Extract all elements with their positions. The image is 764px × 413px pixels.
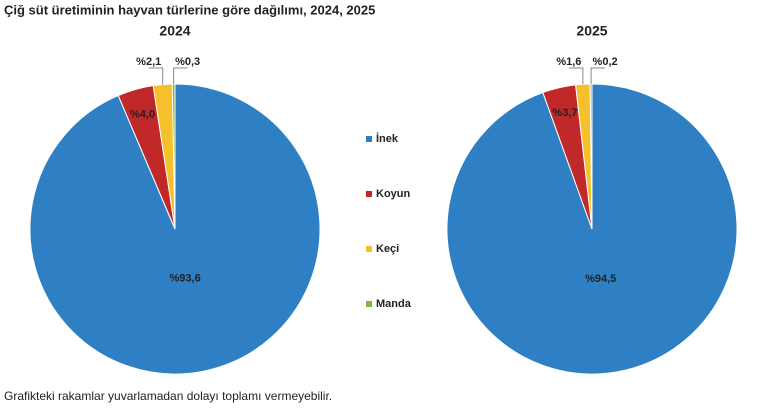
data-label: %94,5: [585, 273, 616, 285]
leader-line: [148, 67, 164, 85]
leader-line: [590, 67, 606, 85]
data-label: %0,3: [175, 56, 200, 68]
legend-swatch: [366, 301, 372, 307]
legend-swatch: [366, 246, 372, 252]
leader-line: [173, 67, 188, 85]
legend-label: İnek: [376, 132, 399, 145]
legend-label: Manda: [376, 298, 412, 310]
pie-slice: [171, 83, 176, 230]
data-label: %1,6: [556, 56, 581, 68]
data-label: %0,2: [593, 56, 618, 68]
leader-line: [568, 67, 584, 85]
chart-title: 2025: [576, 23, 607, 39]
legend-swatch: [366, 136, 372, 142]
legend-label: Keçi: [376, 243, 399, 255]
note: Grafikteki rakamlar yuvarlamadan dolayı …: [4, 389, 332, 403]
page-title: Çiğ süt üretiminin hayvan türlerine göre…: [4, 2, 375, 17]
legend-swatch: [366, 191, 372, 197]
data-label: %2,1: [136, 56, 161, 68]
chart-title: 2024: [159, 23, 190, 39]
pie-slice: [589, 83, 593, 230]
data-label: %3,7: [552, 107, 577, 119]
data-label: %4,0: [130, 109, 155, 121]
legend-label: Koyun: [376, 188, 411, 200]
data-label: %93,6: [170, 273, 201, 285]
